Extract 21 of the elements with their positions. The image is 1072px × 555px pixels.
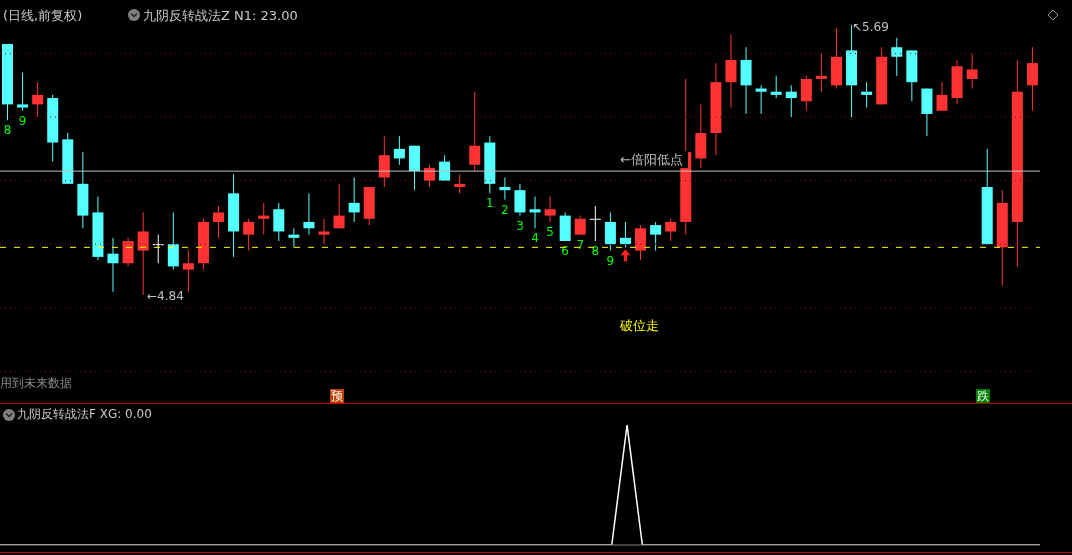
ref-line-label: 破位走 <box>619 318 659 334</box>
text: 6 <box>561 244 569 258</box>
text: 用到未来数据 <box>0 376 72 390</box>
annotation: ←4.84 <box>147 289 184 303</box>
text: 7 <box>576 237 585 252</box>
annotation: ↖5.69 <box>852 20 889 34</box>
text: 8 <box>3 123 12 138</box>
chart-title: (日线,前复权) <box>3 7 83 25</box>
text: 3 <box>516 218 524 233</box>
text: 8 <box>591 244 600 258</box>
text: 4 <box>531 231 539 246</box>
text: 预 <box>330 389 344 403</box>
text: 5 <box>546 224 554 239</box>
text: 1 <box>486 196 494 211</box>
ref-line-label: ←倍阳低点 <box>620 152 683 168</box>
chart-subtitle: 九阴反转战法Z N1: 23.00 <box>143 7 298 25</box>
text: 9 <box>606 253 615 268</box>
chart-title: 九阴反转战法F XG: 0.00 <box>17 406 152 423</box>
text: 9 <box>18 113 27 128</box>
text: 2 <box>501 202 509 217</box>
text: 跌 <box>976 389 990 403</box>
